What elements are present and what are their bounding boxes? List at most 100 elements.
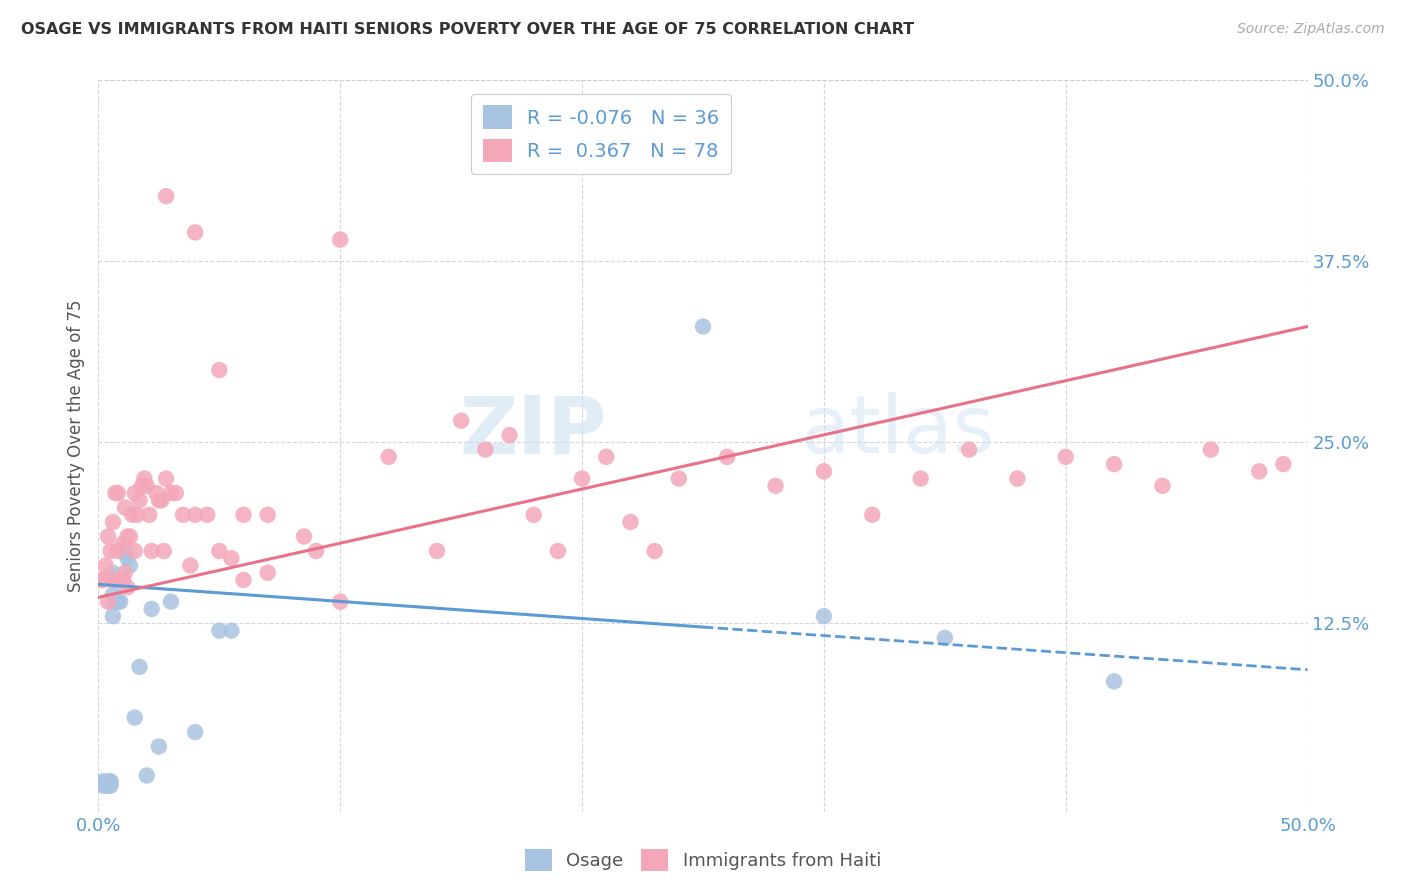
Point <box>104 573 127 587</box>
Point <box>101 609 124 624</box>
Point <box>172 508 194 522</box>
Point <box>155 472 177 486</box>
Point <box>107 573 129 587</box>
Point <box>97 779 120 793</box>
Point <box>474 442 496 457</box>
Point <box>1054 450 1077 464</box>
Point <box>107 595 129 609</box>
Point <box>107 486 129 500</box>
Point <box>100 774 122 789</box>
Point <box>305 544 328 558</box>
Point <box>135 768 157 782</box>
Point <box>329 595 352 609</box>
Point <box>124 486 146 500</box>
Point <box>111 537 134 551</box>
Point <box>716 450 738 464</box>
Point <box>426 544 449 558</box>
Point <box>668 472 690 486</box>
Point <box>100 779 122 793</box>
Point <box>124 544 146 558</box>
Point <box>547 544 569 558</box>
Point <box>221 624 243 638</box>
Point <box>179 558 201 573</box>
Point <box>195 508 218 522</box>
Point <box>91 573 114 587</box>
Point <box>232 573 254 587</box>
Point <box>90 573 112 587</box>
Point <box>117 551 139 566</box>
Point <box>141 602 163 616</box>
Point <box>692 319 714 334</box>
Point <box>152 544 174 558</box>
Point <box>118 529 141 543</box>
Point <box>128 493 150 508</box>
Point <box>208 544 231 558</box>
Point <box>135 479 157 493</box>
Point <box>121 508 143 522</box>
Point <box>138 508 160 522</box>
Point <box>104 486 127 500</box>
Point <box>1102 674 1125 689</box>
Point <box>108 573 131 587</box>
Legend: Osage, Immigrants from Haiti: Osage, Immigrants from Haiti <box>517 842 889 879</box>
Point <box>1249 464 1271 478</box>
Point <box>111 573 134 587</box>
Point <box>498 428 520 442</box>
Point <box>571 472 593 486</box>
Point <box>114 544 136 558</box>
Point <box>91 779 114 793</box>
Point <box>124 710 146 724</box>
Point <box>94 779 117 793</box>
Point <box>155 189 177 203</box>
Point <box>118 558 141 573</box>
Point <box>107 544 129 558</box>
Point <box>108 573 131 587</box>
Point <box>94 776 117 790</box>
Point <box>165 486 187 500</box>
Point <box>595 450 617 464</box>
Point <box>134 472 156 486</box>
Point <box>1199 442 1222 457</box>
Point <box>208 624 231 638</box>
Point <box>127 508 149 522</box>
Text: Source: ZipAtlas.com: Source: ZipAtlas.com <box>1237 22 1385 37</box>
Point <box>644 544 666 558</box>
Point <box>232 508 254 522</box>
Legend: R = -0.076   N = 36, R =  0.367   N = 78: R = -0.076 N = 36, R = 0.367 N = 78 <box>471 94 731 174</box>
Point <box>91 774 114 789</box>
Point <box>128 660 150 674</box>
Point <box>860 508 883 522</box>
Point <box>97 774 120 789</box>
Point <box>221 551 243 566</box>
Point <box>111 573 134 587</box>
Point <box>114 500 136 515</box>
Point <box>101 515 124 529</box>
Point <box>1007 472 1029 486</box>
Point <box>148 493 170 508</box>
Point <box>150 493 173 508</box>
Point <box>1102 457 1125 471</box>
Point <box>97 529 120 543</box>
Text: OSAGE VS IMMIGRANTS FROM HAITI SENIORS POVERTY OVER THE AGE OF 75 CORRELATION CH: OSAGE VS IMMIGRANTS FROM HAITI SENIORS P… <box>21 22 914 37</box>
Point <box>104 595 127 609</box>
Text: ZIP: ZIP <box>458 392 606 470</box>
Point <box>97 595 120 609</box>
Point <box>957 442 980 457</box>
Point <box>131 479 153 493</box>
Point <box>184 225 207 239</box>
Point <box>100 544 122 558</box>
Point <box>117 580 139 594</box>
Point <box>765 479 787 493</box>
Point <box>256 508 278 522</box>
Point <box>1152 479 1174 493</box>
Point <box>184 725 207 739</box>
Text: atlas: atlas <box>800 392 994 470</box>
Point <box>145 486 167 500</box>
Point <box>90 776 112 790</box>
Point <box>101 566 124 580</box>
Point <box>100 776 122 790</box>
Point <box>813 609 835 624</box>
Point <box>934 631 956 645</box>
Point <box>160 595 183 609</box>
Point <box>292 529 315 543</box>
